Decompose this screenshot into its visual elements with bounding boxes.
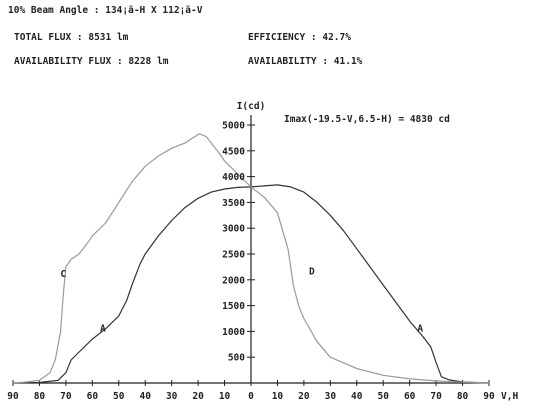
x-tick-label: 20 (298, 391, 310, 402)
curve-a (12, 184, 490, 384)
y-tick-label: 500 (228, 353, 245, 364)
x-axis-label: V,H (501, 391, 518, 402)
x-tick-label: 60 (87, 391, 99, 402)
y-tick-label: 5000 (222, 121, 245, 132)
curve-label-c: C (60, 269, 66, 280)
y-tick-label: 3000 (222, 224, 245, 235)
x-tick-label: 20 (192, 391, 204, 402)
y-tick-label: 3500 (222, 198, 245, 209)
x-tick-label: 80 (457, 391, 469, 402)
curve-label-d: D (309, 267, 315, 278)
curve-label-a: A (417, 323, 423, 334)
x-tick-label: 40 (351, 391, 363, 402)
x-tick-label: 90 (7, 391, 19, 402)
x-tick-label: 50 (377, 391, 389, 402)
y-tick-label: 4000 (222, 172, 245, 183)
curve-label-a: A (100, 323, 106, 334)
efficiency-text: EFFICIENCY : 42.7% (248, 32, 351, 43)
x-tick-label: 70 (60, 391, 72, 402)
x-tick-label: 60 (404, 391, 416, 402)
total-flux-text: TOTAL FLUX : 8531 lm (14, 32, 129, 43)
x-tick-label: 70 (430, 391, 442, 402)
x-tick-label: 40 (139, 391, 151, 402)
chart-curves (12, 133, 490, 384)
availability-flux-text: AVAILABILITY FLUX : 8228 lm (14, 56, 169, 67)
availability-text: AVAILABILITY : 41.1% (248, 56, 363, 67)
y-tick-label: 1500 (222, 301, 245, 312)
y-tick-label: 1000 (222, 327, 245, 338)
x-tick-label: 10 (219, 391, 231, 402)
y-axis-label: I(cd) (237, 101, 266, 112)
x-tick-label: 50 (113, 391, 125, 402)
imax-annotation: Imax(-19.5-V,6.5-H) = 4830 cd (284, 114, 450, 125)
x-tick-label: 80 (34, 391, 46, 402)
y-tick-label: 2000 (222, 275, 245, 286)
x-tick-label: 0 (248, 391, 254, 402)
curve-c (12, 133, 490, 384)
x-tick-label: 90 (483, 391, 495, 402)
x-tick-label: 30 (325, 391, 337, 402)
x-tick-label: 30 (166, 391, 178, 402)
chart-axes (12, 115, 490, 386)
y-tick-label: 4500 (222, 146, 245, 157)
y-tick-label: 2500 (222, 250, 245, 261)
beam-angle-text: 10% Beam Angle : 134¡ã-H X 112¡ã-V (8, 5, 203, 16)
chart-labels: 90 80 70 60 50 40 30 20 10 0 10 20 30 40 50 60 70 80 90 V,H… (7, 101, 518, 402)
x-tick-label: 10 (272, 391, 284, 402)
